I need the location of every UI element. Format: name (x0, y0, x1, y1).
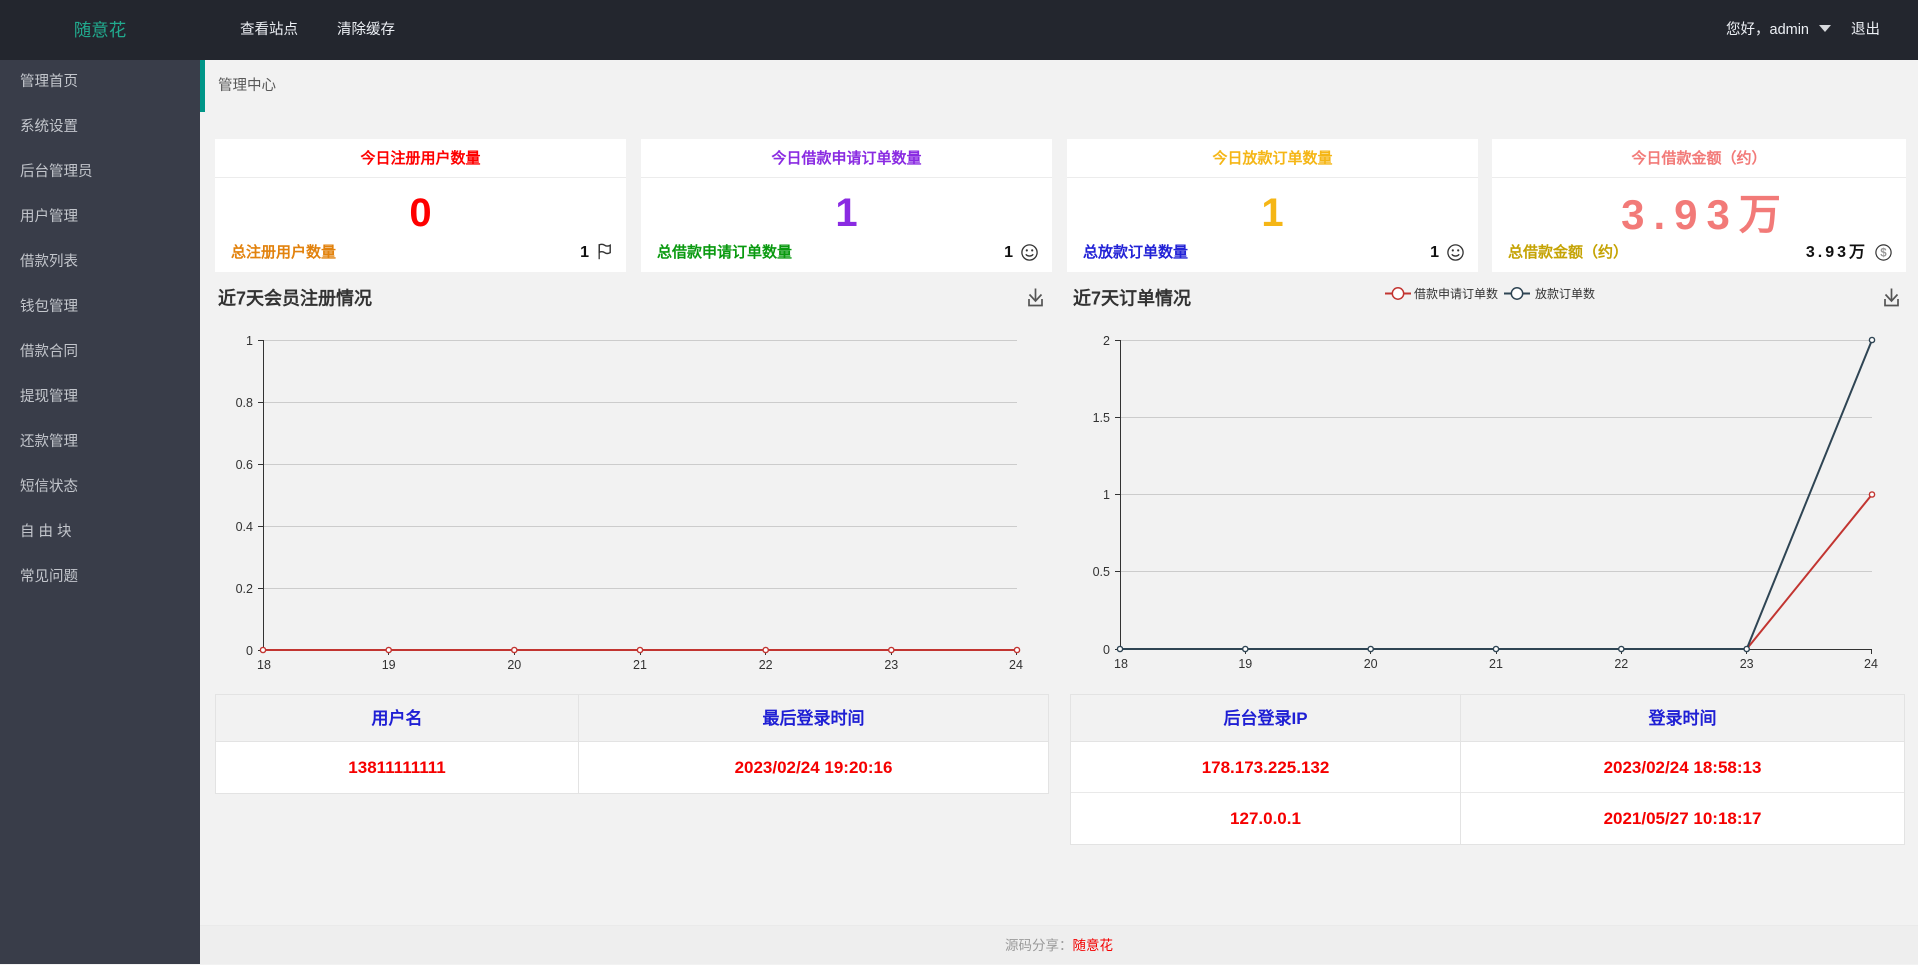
svg-text:1: 1 (246, 334, 253, 348)
svg-text:23: 23 (1740, 657, 1754, 671)
svg-text:1: 1 (1103, 488, 1110, 502)
svg-text:21: 21 (633, 658, 647, 672)
svg-text:22: 22 (759, 658, 773, 672)
svg-text:22: 22 (1614, 657, 1628, 671)
svg-text:近7天会员注册情况: 近7天会员注册情况 (218, 288, 372, 309)
svg-text:1.5: 1.5 (1093, 411, 1110, 425)
svg-text:$: $ (1880, 247, 1887, 259)
svg-text:20: 20 (507, 658, 521, 672)
svg-text:18: 18 (257, 658, 271, 672)
svg-text:0.4: 0.4 (236, 520, 253, 534)
svg-text:近7天订单情况: 近7天订单情况 (1073, 288, 1191, 309)
svg-text:18: 18 (1114, 657, 1128, 671)
svg-text:2: 2 (1103, 334, 1110, 348)
svg-text:0.5: 0.5 (1093, 565, 1110, 579)
svg-text:19: 19 (382, 658, 396, 672)
svg-text:借款申请订单数: 借款申请订单数 (1414, 286, 1498, 301)
svg-text:24: 24 (1009, 658, 1023, 672)
svg-text:0: 0 (246, 644, 253, 658)
svg-text:0.2: 0.2 (236, 582, 253, 596)
svg-text:23: 23 (884, 658, 898, 672)
svg-text:0.8: 0.8 (236, 396, 253, 410)
svg-text:20: 20 (1364, 657, 1378, 671)
svg-text:0: 0 (1103, 643, 1110, 657)
svg-text:放款订单数: 放款订单数 (1535, 286, 1595, 301)
svg-text:21: 21 (1489, 657, 1503, 671)
svg-text:19: 19 (1238, 657, 1252, 671)
svg-text:24: 24 (1864, 657, 1878, 671)
svg-text:0.6: 0.6 (236, 458, 253, 472)
